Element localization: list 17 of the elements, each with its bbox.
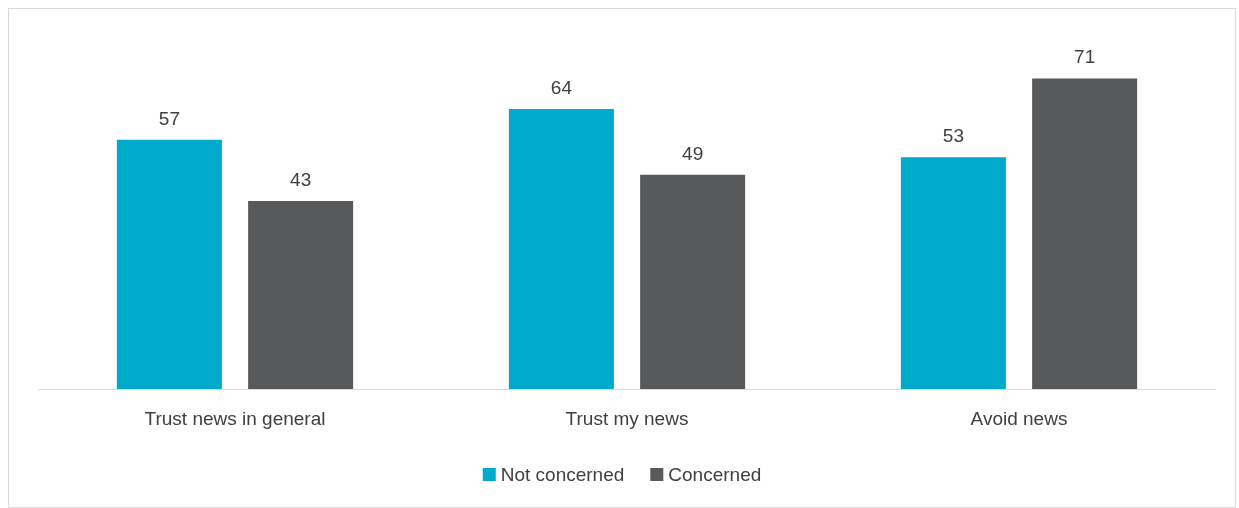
bar xyxy=(508,109,614,389)
data-label: 49 xyxy=(682,142,704,164)
bar xyxy=(248,200,354,389)
data-label: 43 xyxy=(290,168,312,190)
legend-label: Not concerned xyxy=(500,464,625,485)
x-tick-label: Trust news in general xyxy=(144,408,326,429)
data-label: 53 xyxy=(942,125,964,147)
x-tick-label: Trust my news xyxy=(565,408,689,429)
legend-label: Concerned xyxy=(668,464,762,485)
data-label: 57 xyxy=(158,107,180,129)
bar xyxy=(116,139,222,389)
bar xyxy=(1032,78,1138,389)
x-tick-label: Avoid news xyxy=(970,408,1068,429)
data-label: 71 xyxy=(1074,46,1096,68)
bar xyxy=(640,174,746,389)
data-label: 64 xyxy=(550,77,573,98)
bar xyxy=(900,157,1006,389)
